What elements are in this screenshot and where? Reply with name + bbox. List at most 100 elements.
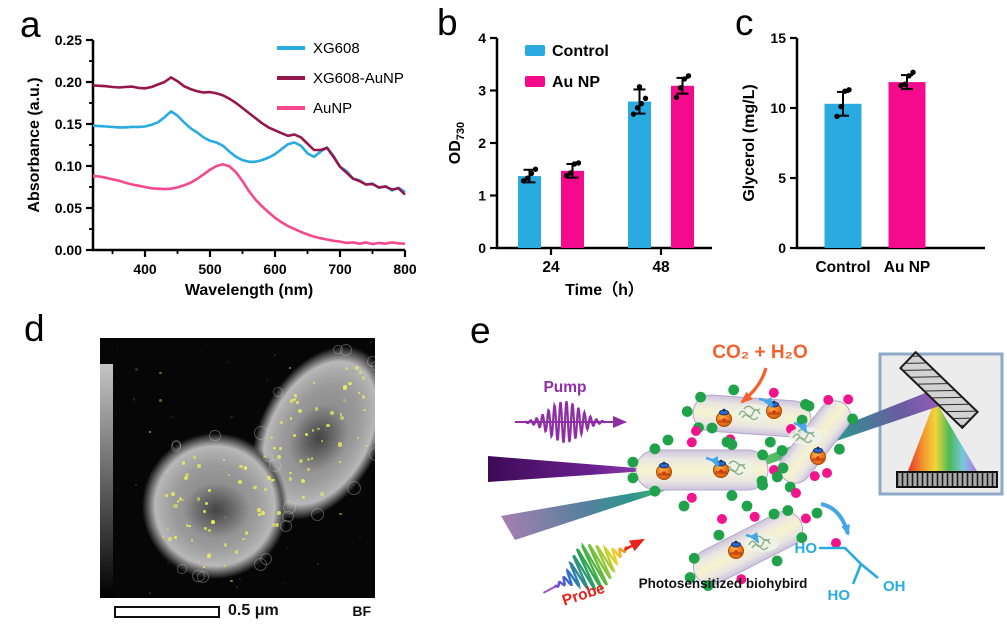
gold-np-dot [302,496,305,499]
gold-np-dot [202,510,207,514]
enzyme [738,405,761,421]
panel-letter-b: b [437,2,458,43]
gold-np-dot [292,433,296,438]
gold-np-dot [361,376,365,380]
membrane-dot [649,485,661,497]
gold-np-dot [284,482,286,484]
gold-np-dot [301,478,306,483]
membrane-dot [796,532,808,544]
gold-np-dot [203,526,208,530]
panel-letter-d: d [24,308,45,349]
gold-np-dot [306,457,311,462]
probe-beam [501,484,685,540]
membrane-dot [691,426,701,436]
gold-np-dot [301,422,303,424]
membrane-dot [717,514,727,524]
y-tick-label: 5 [778,170,786,186]
membrane-dot [741,500,753,512]
gold-np-dot [253,485,257,490]
pump-pulse [524,400,606,444]
gold-np-dot [280,476,282,479]
gold-np-dot [205,502,208,505]
gold-np-dot [134,368,138,371]
data-point [524,175,531,181]
gold-np-dot [267,475,271,480]
glycerol-ho-bottom: HO [828,587,851,604]
category-label: Au NP [884,259,931,276]
y-axis-label: OD730 [447,122,467,164]
gold-np-dot [231,572,234,575]
gold-np-dot [352,370,355,373]
electron-transfer-arrow [758,396,774,409]
gold-np-dot [326,423,330,428]
membrane-dot [768,508,780,520]
gold-np-dot [279,447,282,450]
gold-np-dot [324,428,327,431]
gold-np-dot [365,445,368,448]
data-point [642,95,649,102]
pump-arrowhead [613,416,627,428]
gold-np-dot [129,497,132,499]
vesicle-ring [371,361,375,372]
gold-np-dot [213,556,217,560]
membrane-dot [834,443,845,455]
data-point [906,73,912,79]
absorbance-spectra-chart: 400 500 600 700 800 0.00 0.05 0.10 0.15 0.20 0.25 X… [26,32,417,299]
membrane-dot [627,472,639,484]
tem-scale-row: 0.5 μm BF [100,600,375,624]
y-tick-label: 0.10 [55,158,82,174]
membrane-dot [803,400,815,412]
gold-np-dot [165,493,168,497]
gold-np-dot [348,381,352,386]
gold-np-dot [149,430,151,433]
gold-np-dot [223,543,228,547]
legend-swatch [525,45,545,56]
gold-np-dot [202,565,205,568]
gold-np-dot [297,409,303,414]
gold-np-dot [271,455,274,458]
electron-transfer-arrow [793,421,808,434]
gold-np-dot [289,386,292,389]
nanoparticle-icon [656,461,672,480]
gold-np-dot [321,387,323,389]
gold-np-dot [164,475,167,478]
gold-np-dot [320,492,324,496]
membrane-dot [681,406,693,417]
gold-np-dot [311,457,314,460]
gold-np-dot [135,402,138,405]
gold-np-dot [239,464,243,469]
y-tick-label: 10 [770,100,786,116]
bar-Control [824,103,862,248]
gold-np-dot [238,578,241,581]
gold-np-dot [200,590,203,592]
glycerol-ho-top: HO [795,540,818,557]
data-point [520,178,527,184]
scale-label: 0.5 μm [228,602,279,619]
gold-np-dot [207,489,211,493]
vesicle-ring [282,510,294,523]
product-arrow [820,502,851,536]
gold-np-dot [234,386,236,388]
gold-np-dot [170,454,173,457]
gold-np-dot [238,480,243,484]
membrane-dot [627,456,639,468]
co2-h2o-label: CO₂ + H₂O [712,342,808,363]
legend-swatch [525,76,545,87]
y-tick-label: 2 [478,135,486,151]
gold-np-dot [272,447,276,451]
glycerol-oh: OH [883,578,906,595]
pump-beam [488,456,661,482]
gold-np-dot [277,511,282,516]
data-point [532,166,539,172]
membrane-dot [809,471,820,482]
category-label: Control [815,259,870,276]
gold-np-dot [231,559,235,562]
y-tick-label: 0.15 [55,116,82,132]
x-axis-label: Time（h） [565,281,644,299]
gold-np-dot [135,484,137,486]
gold-np-dot [339,512,342,515]
membrane-dot [662,434,674,446]
gold-np-dot [280,421,284,424]
electron-transfer-arrow [745,531,760,544]
gold-np-dot [120,571,123,574]
